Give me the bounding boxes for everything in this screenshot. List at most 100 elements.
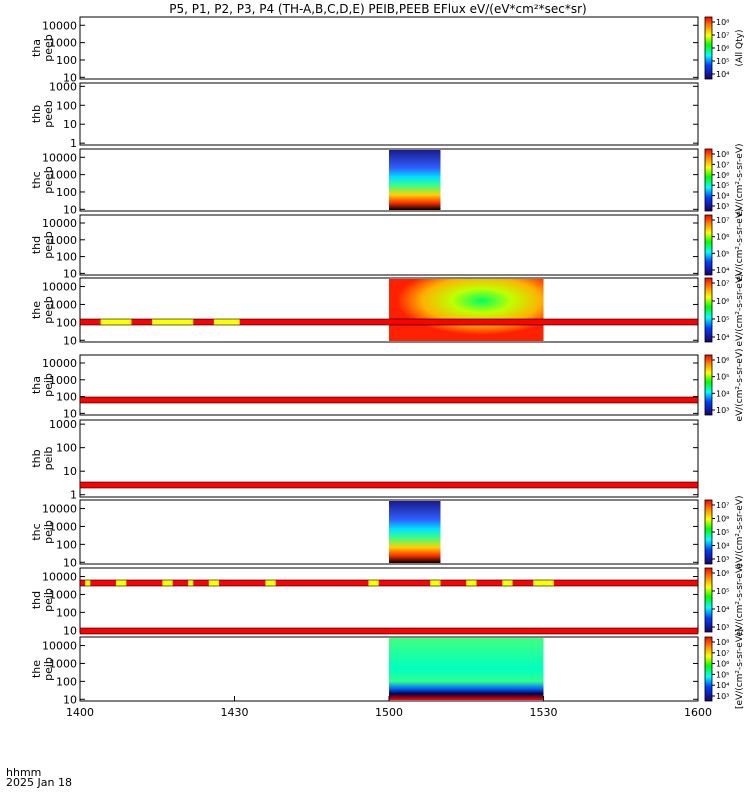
colorbar-tick-label-tha-peeb: 10⁵ [716,57,729,66]
colorbar-scale-thd-peib [704,567,713,633]
colorbar-tick-label-thc-peib: 10⁴ [716,542,729,551]
y-tick-label-tha-peeb: 100 [56,54,77,67]
panel-frame-thd-peib [79,567,699,633]
colorbar-tick-label-thd-peib: 10⁵ [716,587,729,596]
y-tick-label-thb-peeb: 1000 [49,80,77,93]
colorbar-tick-label-the-peeb: 10⁷ [716,279,729,288]
y-tick-label-thb-peeb: 10 [63,118,77,131]
colorbar-tick-label-thd-peeb: 10⁷ [716,216,729,225]
colorbar-tick-label-tha-peeb: 10⁴ [716,70,729,79]
y-axis-label-thc-peib: peib [42,520,55,544]
colorbar-scale-thc-peib [704,499,713,565]
y-tick-label-tha-peib: 1000 [49,374,77,387]
y-axis-label-the-peib: the [30,660,43,678]
panel-frame-the-peeb [79,277,699,343]
spectrogram-block-thc-peeb [389,150,441,210]
y-axis-label-thb-peeb: peeb [42,100,55,128]
y-tick-label-thd-peeb: 10 [63,267,77,280]
colorbar-tick-label-the-peib: 10⁸ [716,638,729,647]
colorbar-tick-label-the-peeb: 10⁵ [716,315,729,324]
y-tick-label-thc-peeb: 10000 [42,151,77,164]
spectrogram-block-the-peib [389,638,544,700]
y-tick-label-thd-peeb: 100 [56,251,77,264]
y-axis-label-thb-peeb: thb [30,105,43,123]
colorbar-tick-label-tha-peib: 10⁵ [716,373,729,382]
y-tick-label-thb-peeb: 1 [70,137,77,150]
colorbar-scale-the-peib [704,636,713,702]
colorbar-tick-label-tha-peeb: 10⁷ [716,31,729,40]
flag-bar-the-peeb [79,318,699,326]
colorbar-thc-peib: 10⁷ 10⁶ 10⁵ 10⁴ 10³ eV/(cm²-s-sr-eV) [704,495,745,569]
colorbar-tick-label-thc-peib: 10⁶ [716,515,729,524]
y-tick-label-the-peib: 10000 [42,640,77,653]
y-tick-label-tha-peib: 10000 [42,357,77,370]
y-tick-label-the-peeb: 100 [56,316,77,329]
panel-frame-tha-peib [79,354,699,416]
colorbar-tick-label-the-peib: 10⁵ [716,670,729,679]
y-tick-label-thc-peeb: 100 [56,186,77,199]
colorbar-tick-label-the-peeb: 10⁴ [716,333,729,342]
y-tick-label-thd-peib: 10000 [42,571,77,584]
colorbar-units-label-thc-peeb: eV/(cm²-s-sr-eV) [735,143,745,216]
colorbar-units-label-the-peib: [eV/(cm²-s-sr-eV)] [735,629,745,709]
y-tick-label-the-peib: 1000 [49,657,77,670]
colorbar-thd-peeb: 10⁷ 10⁶ 10⁵ 10⁴ eV/(cm²-s-sr-eV) [704,208,745,282]
colorbar-scale-tha-peib [704,354,713,416]
y-axis-label-thc-peeb: peeb [42,166,55,194]
y-axis-label-thb-peib: thb [30,449,43,467]
y-tick-label-thc-peeb: 1000 [49,169,77,182]
panel-thd-peeb: 10000 1000 100 10 thd peeb 10⁷ 10⁶ 10⁵ 10⁴ eV/(cm²… [30,208,745,281]
y-axis-label-thd-peeb: peeb [42,231,55,259]
colorbar-tick-label-thc-peeb: 10⁵ [716,181,729,190]
colorbar-tick-label-thd-peeb: 10⁶ [716,233,729,242]
y-tick-label-thd-peeb: 10000 [42,217,77,230]
panel-thc-peib: 10000 1000 100 10 thc peib 10⁷ 10⁶ 10⁵ 10⁴ 10³ eV/(… [30,495,745,569]
panel-frame-thb-peib [79,419,699,498]
colorbar-tick-label-the-peib: 10⁶ [716,660,729,669]
y-tick-label-thd-peib: 10 [63,624,77,637]
colorbar-units-label-thd-peib: eV/(cm²-s-sr-eV) [735,563,745,636]
colorbar-tick-label-thc-peeb: 10⁶ [716,171,729,180]
spectrogram-block-thc-peib [389,501,441,563]
figure-title: P5, P1, P2, P3, P4 (TH-A,B,C,D,E) PEIB,P… [169,2,586,16]
colorbar-tick-label-thd-peib: 10³ [716,623,729,632]
flag-bar-yellow-segment [533,580,554,586]
time-axis: 1400 1430 1500 1530 1600 [66,696,712,719]
y-axis-label-thb-peib: peib [42,447,55,471]
flag-bar-yellow-segment [116,580,127,586]
colorbar-tick-label-tha-peib: 10⁶ [716,356,729,365]
colorbar-tick-label-the-peib: 10⁷ [716,649,729,658]
y-tick-label-thb-peib: 100 [56,442,77,455]
panel-frame-tha-peeb [79,16,699,80]
colorbar-tha-peib: 10⁶ 10⁵ 10⁴ 10³ eV/(cm²-s-sr-eV) [704,348,745,422]
colorbar-the-peeb: 10⁷ 10⁶ 10⁵ 10⁴ eV/(cm²-s-sr-eV) [704,273,745,347]
y-tick-label-tha-peib: 100 [56,391,77,404]
panel-frame-thc-peib [79,499,699,565]
y-axis-label-the-peeb: the [30,301,43,319]
y-tick-label-thb-peeb: 100 [56,99,77,112]
y-axis-label-thd-peib: peib [42,588,55,612]
y-tick-label-the-peeb: 1000 [49,298,77,311]
colorbar-tick-label-tha-peib: 10³ [716,406,729,415]
panel-frame-thb-peeb [79,82,699,146]
x-tick-label: 1500 [375,706,403,719]
y-axis-label-the-peib: peib [42,657,55,681]
y-tick-label-tha-peeb: 10 [63,71,77,84]
colorbar-tick-label-thd-peib: 10⁴ [716,605,729,614]
colorbar-units-label-the-peeb: eV/(cm²-s-sr-eV) [735,273,745,346]
x-tick-label: 1430 [221,706,249,719]
y-axis-label-tha-peeb: peeb [42,34,55,62]
flag-bar-thc-peib [79,579,699,587]
x-tick-label: 1400 [66,706,94,719]
spectrogram-block-the-peeb [389,279,544,341]
colorbar-tick-label-thc-peeb: 10⁴ [716,192,729,201]
flag-bar-yellow-segment [152,319,194,325]
panel-thd-peib: 10000 1000 100 10 thd peib 10⁶ 10⁵ 10⁴ 10³ eV/(cm²… [30,563,745,637]
flag-bar-yellow-segment [188,580,194,586]
y-tick-label-thc-peeb: 10 [63,203,77,216]
flag-bars-layer [79,318,699,635]
y-tick-label-the-peib: 100 [56,675,77,688]
colorbar-tick-label-thd-peib: 10⁶ [716,569,729,578]
